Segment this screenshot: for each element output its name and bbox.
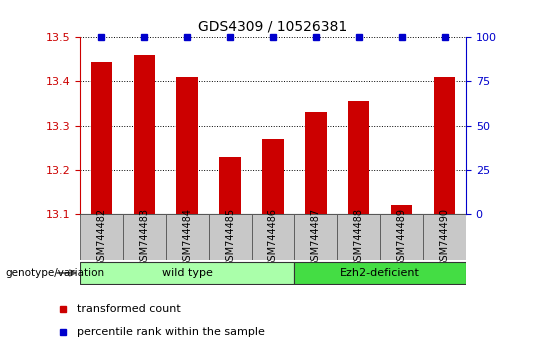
Text: GSM744484: GSM744484 xyxy=(182,208,192,267)
Bar xyxy=(91,62,112,214)
Bar xyxy=(423,214,466,260)
Bar xyxy=(219,156,241,214)
Bar xyxy=(294,262,466,284)
Bar xyxy=(133,55,155,214)
Bar xyxy=(80,262,294,284)
Bar xyxy=(177,77,198,214)
Text: GSM744490: GSM744490 xyxy=(440,208,450,267)
Bar xyxy=(262,139,284,214)
Bar xyxy=(166,214,208,260)
Text: wild type: wild type xyxy=(162,268,213,278)
Bar xyxy=(380,214,423,260)
Text: genotype/variation: genotype/variation xyxy=(5,268,105,278)
Text: transformed count: transformed count xyxy=(77,303,181,314)
Bar xyxy=(208,214,252,260)
Text: GSM744482: GSM744482 xyxy=(96,207,106,267)
Bar xyxy=(80,214,123,260)
Bar xyxy=(391,205,413,214)
Text: GSM744487: GSM744487 xyxy=(311,207,321,267)
Text: GSM744489: GSM744489 xyxy=(397,208,407,267)
Bar xyxy=(434,77,455,214)
Bar xyxy=(294,214,338,260)
Title: GDS4309 / 10526381: GDS4309 / 10526381 xyxy=(198,19,348,33)
Text: percentile rank within the sample: percentile rank within the sample xyxy=(77,327,265,337)
Text: Ezh2-deficient: Ezh2-deficient xyxy=(340,268,420,278)
Text: GSM744485: GSM744485 xyxy=(225,207,235,267)
Text: GSM744486: GSM744486 xyxy=(268,208,278,267)
Bar xyxy=(123,214,166,260)
Bar xyxy=(338,214,380,260)
Text: GSM744483: GSM744483 xyxy=(139,208,149,267)
Bar xyxy=(305,113,327,214)
Bar xyxy=(348,101,369,214)
Bar xyxy=(252,214,294,260)
Text: GSM744488: GSM744488 xyxy=(354,208,364,267)
